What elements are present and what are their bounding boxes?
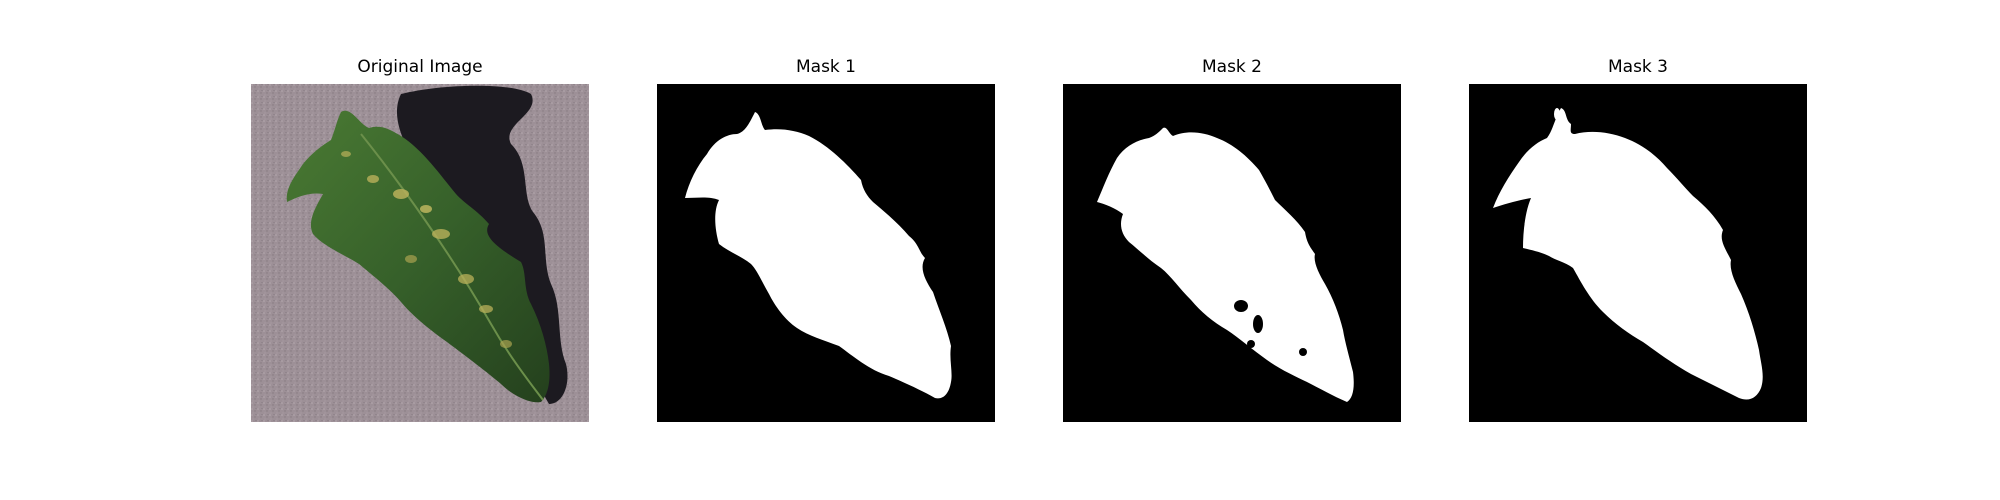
panel-title: Original Image: [251, 56, 589, 78]
panel-title: Mask 2: [1063, 56, 1401, 78]
leaf-photo: [251, 84, 589, 422]
panel-mask-3: Mask 3: [1469, 56, 1807, 440]
mask-3-image: [1469, 84, 1807, 422]
panel-mask-1: Mask 1: [657, 56, 995, 440]
mask-2-image: [1063, 84, 1401, 422]
panel-mask-2: Mask 2: [1063, 56, 1401, 440]
panel-title: Mask 3: [1469, 56, 1807, 78]
panel-title: Mask 1: [657, 56, 995, 78]
panel-original-image: Original Image: [251, 56, 589, 440]
mask-1-image: [657, 84, 995, 422]
